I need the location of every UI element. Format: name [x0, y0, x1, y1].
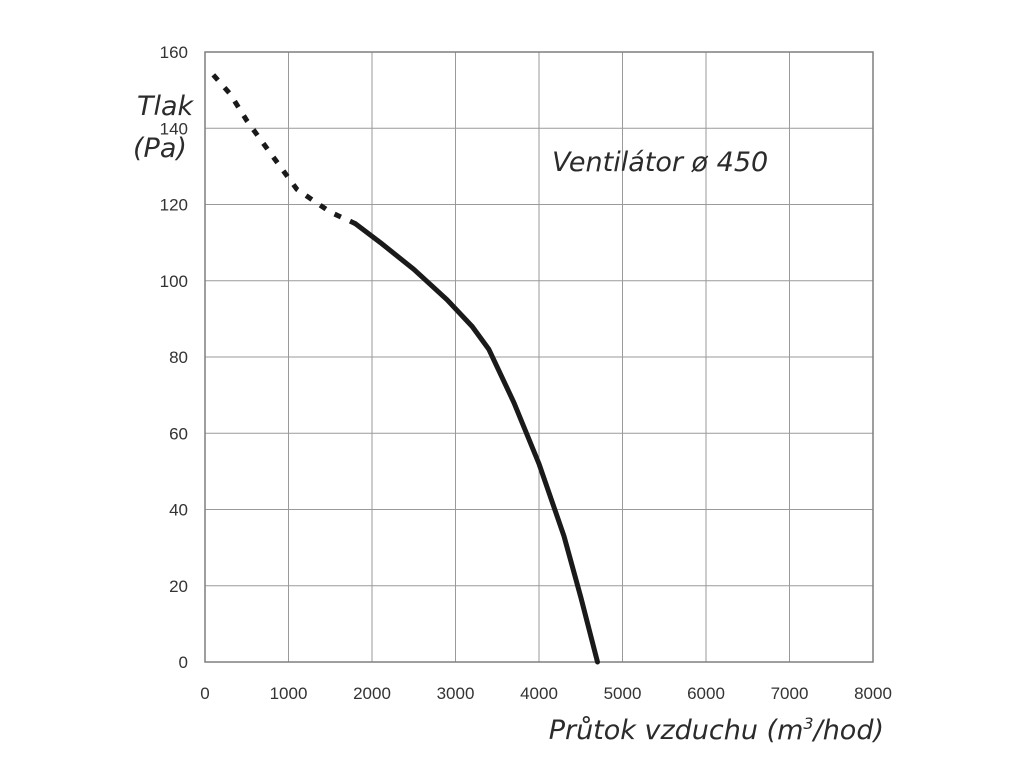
x-axis-label-prefix: Průtok vzduchu (m: [549, 715, 804, 746]
y-tick-label: 160: [160, 43, 188, 62]
x-tick-label: 5000: [604, 684, 642, 703]
y-tick-label: 140: [160, 119, 188, 138]
x-tick-labels: 0 1000 2000 3000 4000 5000 6000 7000 8000: [200, 684, 892, 703]
y-tick-labels: 0 20 40 60 80 100 120 140 160: [160, 43, 188, 672]
y-tick-label: 20: [169, 577, 188, 596]
x-tick-label: 4000: [520, 684, 558, 703]
x-axis-label: Průtok vzduchu (m3/hod): [549, 714, 884, 746]
chart-title: Ventilátor ø 450: [552, 147, 768, 178]
x-tick-label: 7000: [771, 684, 809, 703]
x-tick-label: 6000: [687, 684, 725, 703]
y-tick-label: 100: [160, 272, 188, 291]
y-tick-label: 80: [169, 348, 188, 367]
series-layer: [211, 73, 600, 665]
y-tick-label: 60: [169, 424, 188, 443]
x-tick-label: 1000: [270, 684, 308, 703]
grid: [204, 51, 874, 663]
y-tick-label: 0: [179, 653, 188, 672]
y-tick-label: 40: [169, 501, 188, 520]
curve-solid-series: [352, 221, 600, 665]
curve-dotted-series: [211, 73, 357, 226]
x-tick-label: 8000: [854, 684, 892, 703]
x-tick-label: 2000: [353, 684, 391, 703]
y-axis-label-line1: Tlak: [137, 91, 195, 122]
x-tick-label: 3000: [437, 684, 475, 703]
plot-frame: [204, 51, 874, 663]
x-axis-label-suffix: /hod): [812, 715, 884, 746]
y-axis-label-line2: (Pa): [133, 133, 187, 164]
x-axis-label-superscript: 3: [803, 714, 813, 733]
y-tick-label: 120: [160, 196, 188, 215]
x-tick-label: 0: [200, 684, 209, 703]
